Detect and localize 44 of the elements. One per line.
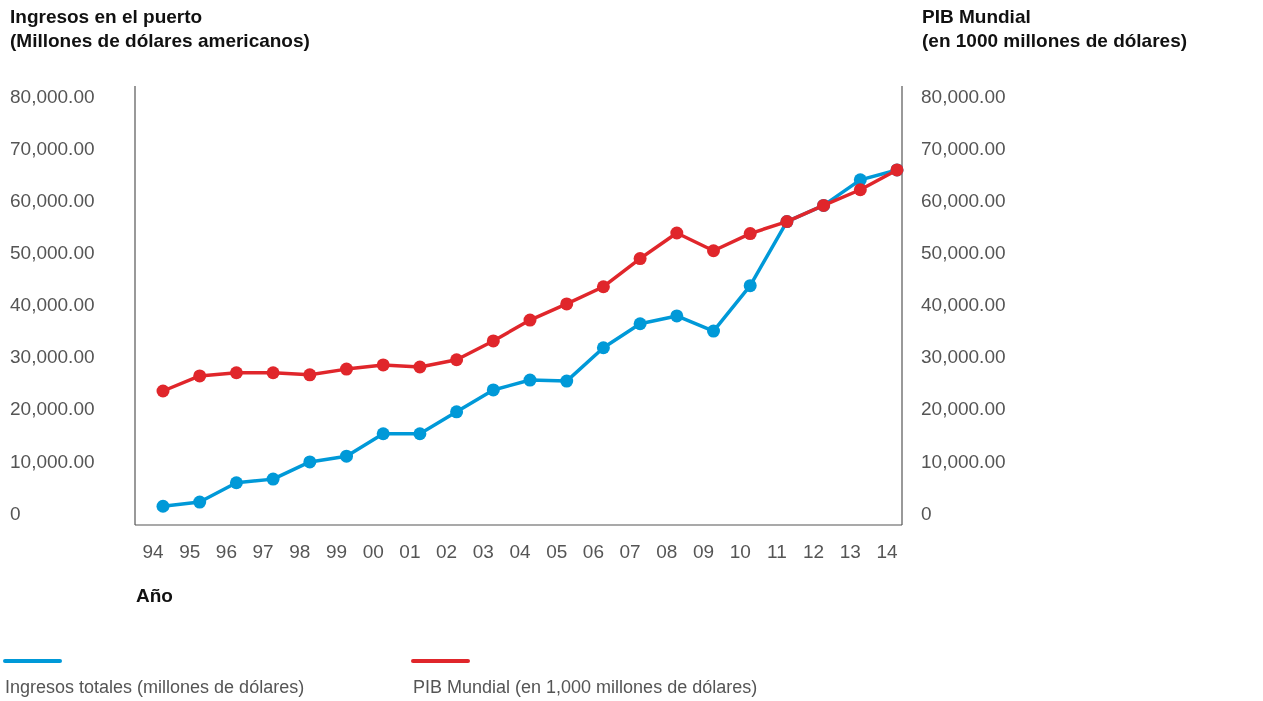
y-axis-title: Ingresos en el puerto (Millones de dólares americanos): [10, 6, 310, 51]
y2-tick-label: 10,000.00: [921, 450, 1006, 472]
y-tick-label: 30,000.00: [10, 346, 95, 368]
y-tick-label: 60,000.00: [10, 189, 95, 211]
x-tick-label: 94: [142, 541, 164, 562]
y2-tick-label: 60,000.00: [921, 189, 1006, 211]
y2-tick-label: 50,000.00: [921, 241, 1006, 263]
x-tick-label: 14: [876, 541, 898, 562]
x-axis-title: Año: [136, 585, 173, 606]
x-tick-label: 09: [692, 541, 715, 562]
x-tick-label: 10: [729, 541, 751, 562]
x-tick-label: 96: [215, 541, 237, 562]
x-tick-label: 99: [325, 541, 348, 562]
x-tick-label: 11: [767, 541, 787, 562]
y2-tick-label: 0: [921, 502, 932, 524]
y2-tick-label: 20,000.00: [921, 398, 1006, 420]
y-tick-label: 10,000.00: [10, 450, 95, 472]
y2-tick-label: 40,000.00: [921, 294, 1006, 316]
y2-tick-label: 30,000.00: [921, 346, 1006, 368]
legend-label: PIB Mundial (en 1,000 millones de dólares): [413, 677, 758, 697]
y2-tick-label: 80,000.00: [921, 85, 1006, 107]
y-tick-label: 50,000.00: [10, 241, 95, 263]
y2-tick-label: 70,000.00: [921, 137, 1006, 159]
x-tick-label: 08: [656, 541, 678, 562]
legend-label: Ingresos totales (millones de dólares): [5, 677, 305, 697]
y-tick-label: 20,000.00: [10, 398, 95, 420]
x-tick-label: 06: [582, 541, 604, 562]
x-tick-label: 02: [436, 541, 458, 562]
y-tick-label: 0: [10, 502, 21, 524]
y2-axis-title: PIB Mundial (en 1000 millones de dólares): [922, 6, 1188, 51]
x-tick-label: 05: [546, 541, 568, 562]
y-tick-label: 70,000.00: [10, 137, 95, 159]
x-tick-label: 97: [252, 541, 274, 562]
x-tick-label: 95: [179, 541, 201, 562]
x-tick-label: 04: [509, 541, 531, 562]
y-tick-label: 40,000.00: [10, 294, 95, 316]
x-tick-label: 03: [472, 541, 494, 562]
x-tick-label: 98: [289, 541, 311, 562]
x-tick-label: 13: [839, 541, 861, 562]
x-tick-label: 12: [803, 541, 825, 562]
x-tick-label: 01: [399, 541, 421, 562]
x-tick-label: 00: [362, 541, 384, 562]
x-tick-label: 07: [619, 541, 641, 562]
y-tick-label: 80,000.00: [10, 85, 95, 107]
